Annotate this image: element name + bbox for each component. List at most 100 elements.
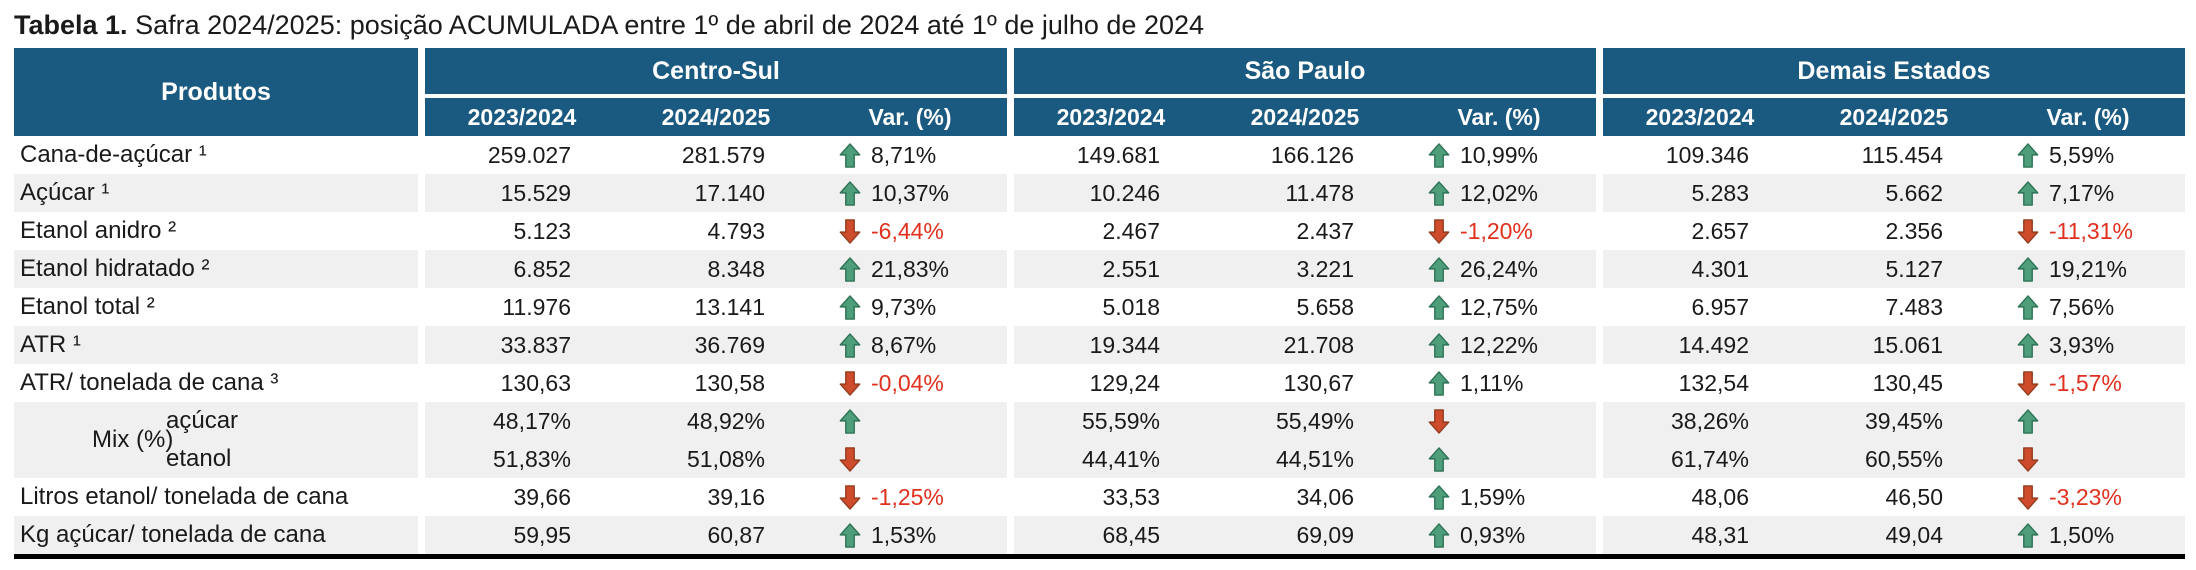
trend-arrow-icon [2017, 142, 2039, 168]
value-2023-2024: 132,54 [1603, 364, 1797, 402]
trend-arrow-icon [2017, 332, 2039, 358]
variation-value: -1,20% [1460, 217, 1533, 244]
value-2024-2025: 5.127 [1797, 250, 1991, 288]
column-gap [1007, 250, 1014, 288]
table-title-text: Safra 2024/2025: posição ACUMULADA entre… [127, 10, 1205, 40]
column-gap [1007, 326, 1014, 364]
column-gap [418, 364, 425, 402]
value-2023-2024: 10.246 [1014, 174, 1208, 212]
table-row: Etanol total ² 11.976 13.141 9,73% 5.018… [14, 288, 2185, 326]
value-2024-2025: 60,87 [619, 516, 813, 554]
column-gap [1007, 174, 1014, 212]
product-name: açúcar [166, 407, 239, 434]
table-row: Etanol hidratado ² 6.852 8.348 21,83% 2.… [14, 250, 2185, 288]
value-2023-2024: 39,66 [425, 478, 619, 516]
value-2024-2025: 51,08% [619, 440, 813, 478]
variation-cell [1991, 440, 2185, 478]
variation-cell [1402, 440, 1596, 478]
subheader-2024-2025: 2024/2025 [1208, 98, 1402, 136]
trend-arrow-icon [839, 332, 861, 358]
value-2024-2025: 7.483 [1797, 288, 1991, 326]
variation-value: 8,67% [871, 331, 937, 358]
column-gap [418, 212, 425, 250]
product-cell: etanol [14, 440, 418, 478]
value-2024-2025: 17.140 [619, 174, 813, 212]
variation-cell [1991, 402, 2185, 440]
value-2024-2025: 46,50 [1797, 478, 1991, 516]
column-gap [1007, 288, 1014, 326]
variation-cell: 5,59% [1991, 136, 2185, 174]
value-2024-2025: 34,06 [1208, 478, 1402, 516]
product-cell: ATR/ tonelada de cana ³ [14, 364, 418, 402]
trend-arrow-icon [839, 180, 861, 206]
variation-value: -6,44% [871, 217, 944, 244]
trend-arrow-icon [1428, 332, 1450, 358]
product-cell: ATR ¹ [14, 326, 418, 364]
trend-arrow-icon [1428, 294, 1450, 320]
product-name: ATR/ tonelada de cana ³ [20, 369, 279, 396]
value-2024-2025: 5.658 [1208, 288, 1402, 326]
variation-cell: 1,11% [1402, 364, 1596, 402]
value-2024-2025: 39,16 [619, 478, 813, 516]
column-gap [1596, 250, 1603, 288]
variation-value: 3,93% [2049, 331, 2115, 358]
variation-cell: -6,44% [813, 212, 1007, 250]
column-gap [1596, 174, 1603, 212]
trend-arrow-icon [839, 256, 861, 282]
value-2023-2024: 48,31 [1603, 516, 1797, 554]
value-2024-2025: 39,45% [1797, 402, 1991, 440]
column-gap [1007, 440, 1014, 478]
variation-cell: 3,93% [1991, 326, 2185, 364]
subheader-2024-2025: 2024/2025 [619, 98, 813, 136]
variation-cell: 10,37% [813, 174, 1007, 212]
value-2023-2024: 5.123 [425, 212, 619, 250]
variation-value: 21,83% [871, 255, 950, 282]
variation-cell: 8,67% [813, 326, 1007, 364]
trend-arrow-icon [2017, 294, 2039, 320]
trend-arrow-icon [2017, 370, 2039, 396]
value-2023-2024: 130,63 [425, 364, 619, 402]
variation-cell: 12,02% [1402, 174, 1596, 212]
value-2024-2025: 166.126 [1208, 136, 1402, 174]
trend-arrow-icon [2017, 522, 2039, 548]
variation-value: -1,25% [871, 483, 944, 510]
value-2023-2024: 5.283 [1603, 174, 1797, 212]
value-2023-2024: 14.492 [1603, 326, 1797, 364]
subheader-2024-2025: 2024/2025 [1797, 98, 1991, 136]
value-2023-2024: 33.837 [425, 326, 619, 364]
value-2024-2025: 130,67 [1208, 364, 1402, 402]
product-cell: Litros etanol/ tonelada de cana [14, 478, 418, 516]
trend-arrow-icon [839, 408, 861, 434]
trend-arrow-icon [2017, 256, 2039, 282]
column-gap [1596, 288, 1603, 326]
value-2023-2024: 149.681 [1014, 136, 1208, 174]
table-row: ATR ¹ 33.837 36.769 8,67% 19.344 21.708 … [14, 326, 2185, 364]
column-gap [1596, 516, 1603, 554]
value-2023-2024: 38,26% [1603, 402, 1797, 440]
trend-arrow-icon [1428, 446, 1450, 472]
subheader-2023-2024: 2023/2024 [1603, 98, 1797, 136]
column-gap [1596, 136, 1603, 174]
value-2024-2025: 60,55% [1797, 440, 1991, 478]
variation-cell: 0,93% [1402, 516, 1596, 554]
variation-value: 0,93% [1460, 521, 1526, 548]
variation-value: 8,71% [871, 141, 937, 168]
column-gap [418, 516, 425, 554]
value-2024-2025: 8.348 [619, 250, 813, 288]
value-2023-2024: 33,53 [1014, 478, 1208, 516]
table-row: Kg açúcar/ tonelada de cana 59,95 60,87 … [14, 516, 2185, 554]
product-cell: Kg açúcar/ tonelada de cana [14, 516, 418, 554]
product-cell: Etanol anidro ² [14, 212, 418, 250]
variation-value: 10,37% [871, 179, 950, 206]
column-gap [1007, 136, 1014, 174]
value-2024-2025: 44,51% [1208, 440, 1402, 478]
trend-arrow-icon [839, 370, 861, 396]
table-title: Tabela 1. Safra 2024/2025: posição ACUMU… [14, 8, 2196, 42]
value-2023-2024: 15.529 [425, 174, 619, 212]
variation-cell: 8,71% [813, 136, 1007, 174]
trend-arrow-icon [1428, 522, 1450, 548]
column-gap [1007, 478, 1014, 516]
column-gap [418, 250, 425, 288]
variation-cell: 7,56% [1991, 288, 2185, 326]
